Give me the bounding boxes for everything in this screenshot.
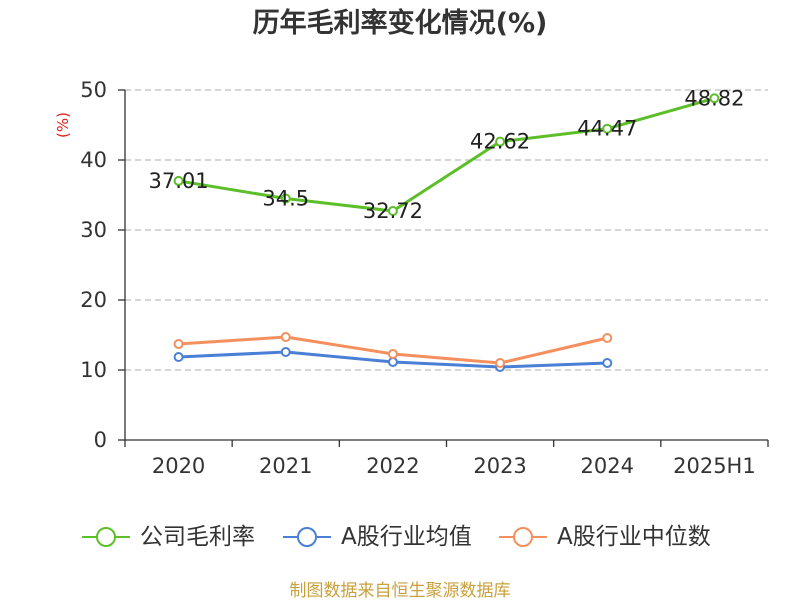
data-point-industry-median	[602, 333, 613, 344]
grid-lines	[125, 89, 768, 371]
data-point-industry-average	[602, 358, 613, 368]
chart-title: 历年毛利率变化情况(%)	[253, 7, 548, 39]
y-tick-label: 40	[80, 148, 107, 172]
series-line-company-gross-margin	[177, 96, 716, 213]
legend-marker-icon	[96, 527, 116, 547]
x-tick-label: 2024	[581, 454, 634, 478]
legend-marker-icon	[297, 527, 317, 547]
y-tick-label: 20	[80, 288, 107, 312]
y-tick-label: 30	[80, 218, 107, 242]
legend-item-industry-average[interactable]: A股行业均值	[283, 524, 472, 550]
data-point-industry-average	[173, 351, 184, 362]
legend-label: A股行业中位数	[557, 524, 711, 550]
legend-marker-icon	[513, 527, 533, 547]
data-point-industry-average	[387, 357, 398, 368]
data-label-company-gross-margin: 32.72	[363, 199, 423, 223]
data-label-company-gross-margin: 44.47	[577, 117, 637, 141]
data-label-company-gross-margin: 42.62	[470, 130, 530, 154]
data-point-company-gross-margin	[495, 136, 506, 147]
y-tick-label: 10	[80, 358, 107, 382]
x-tick-label: 2023	[473, 454, 526, 478]
data-point-industry-median	[173, 339, 184, 350]
data-point-industry-median	[387, 348, 398, 359]
x-tick-label: 2025H1	[673, 454, 756, 478]
y-tick-label: 0	[94, 428, 107, 452]
x-tick-label: 2021	[259, 454, 312, 478]
axes: 0 10 20 30 40 50 2020 2021 2022 2023 2024 2025H1	[80, 78, 769, 478]
legend-item-industry-median[interactable]: A股行业中位数	[499, 524, 711, 550]
legend: 公司毛利率 A股行业均值 A股行业中位数	[82, 524, 711, 550]
data-point-company-gross-margin	[709, 93, 720, 104]
source-footer: 制图数据来自恒生聚源数据库	[290, 581, 511, 600]
data-point-company-gross-margin	[173, 175, 184, 186]
x-tick-label: 2022	[366, 454, 419, 478]
data-point-company-gross-margin	[280, 193, 291, 204]
data-labels: 37.01 34.5 32.72 42.62 44.47 48.82	[149, 86, 745, 223]
data-label-company-gross-margin: 34.5	[262, 187, 309, 211]
y-axis-unit-label: (%)	[54, 112, 72, 138]
data-point-industry-median	[280, 332, 291, 343]
y-tick-label: 50	[80, 78, 107, 102]
x-tick-label: 2020	[152, 454, 205, 478]
data-label-company-gross-margin: 37.01	[149, 169, 209, 193]
legend-label: 公司毛利率	[140, 524, 255, 550]
data-point-company-gross-margin	[387, 205, 398, 216]
series-layer	[173, 93, 720, 372]
legend-item-company-gross-margin[interactable]: 公司毛利率	[82, 524, 255, 550]
data-point-company-gross-margin	[602, 123, 613, 134]
legend-label: A股行业均值	[341, 524, 472, 550]
data-point-industry-average	[280, 347, 291, 358]
data-point-industry-median	[495, 358, 506, 368]
data-label-company-gross-margin: 48.82	[684, 86, 744, 110]
